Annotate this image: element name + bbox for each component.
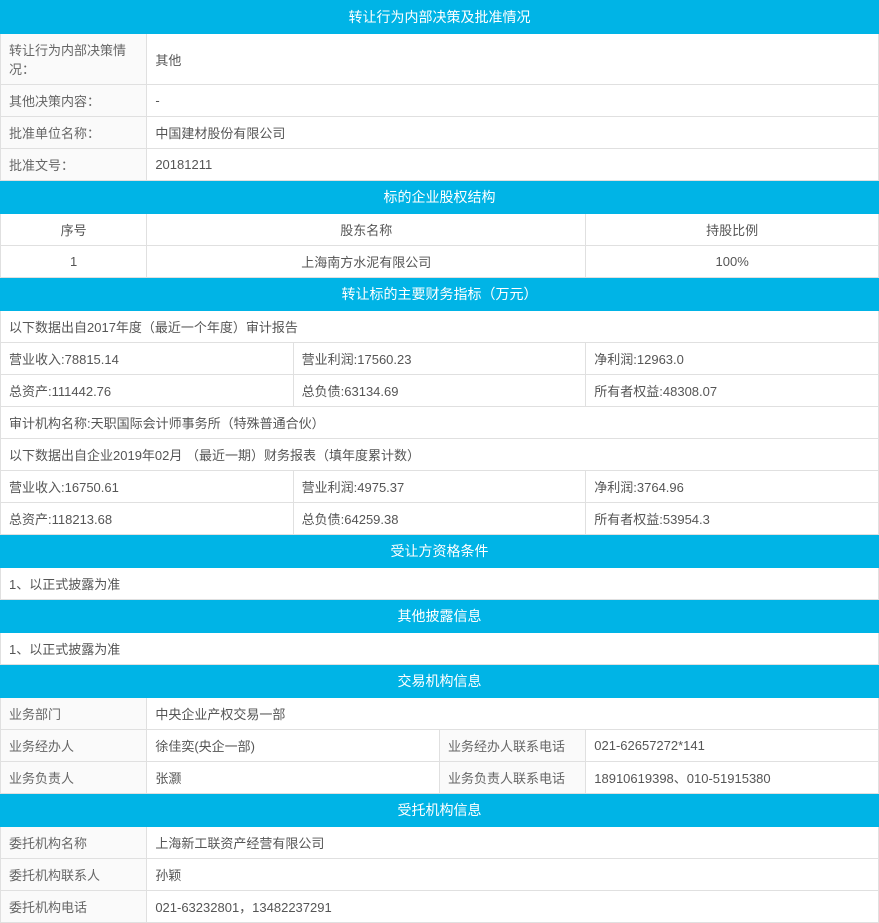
fin-equity-2017: 所有者权益:48308.07 [586, 375, 879, 407]
fin-note1-text: 以下数据出自2017年度（最近一个年度）审计报告 [1, 311, 879, 343]
value-other-content: - [147, 85, 879, 117]
fin-assets-2019: 总资产:118213.68 [1, 503, 294, 535]
section-header-trustee: 受托机构信息 [1, 794, 879, 827]
label-leader: 业务负责人 [1, 762, 147, 794]
value-decision: 其他 [147, 34, 879, 85]
fin-op-2019: 营业利润:4975.37 [293, 471, 586, 503]
section-title: 标的企业股权结构 [1, 181, 879, 214]
fin-rev-2017: 营业收入:78815.14 [1, 343, 294, 375]
section-title: 受托机构信息 [1, 794, 879, 827]
label-handler: 业务经办人 [1, 730, 147, 762]
trade-handler-row: 业务经办人 徐佳奕(央企一部) 业务经办人联系电话 021-62657272*1… [1, 730, 879, 762]
fin-row-2019-2: 总资产:118213.68 总负债:64259.38 所有者权益:53954.3 [1, 503, 879, 535]
value-leader-phone: 18910619398、010-51915380 [586, 762, 879, 794]
equity-row: 1 上海南方水泥有限公司 100% [1, 246, 879, 278]
value-trustee-org: 上海新工联资产经营有限公司 [147, 827, 879, 859]
fin-net-2019: 净利润:3764.96 [586, 471, 879, 503]
value-handler-phone: 021-62657272*141 [586, 730, 879, 762]
trade-dept-row: 业务部门 中央企业产权交易一部 [1, 698, 879, 730]
section-title: 转让标的主要财务指标（万元） [1, 278, 879, 311]
fin-net-2017: 净利润:12963.0 [586, 343, 879, 375]
label-other-content: 其他决策内容： [1, 85, 147, 117]
fin-rev-2019: 营业收入:16750.61 [1, 471, 294, 503]
value-dept: 中央企业产权交易一部 [147, 698, 879, 730]
transferee-note-text: 1、以正式披露为准 [1, 568, 879, 600]
section-header-trade-org: 交易机构信息 [1, 665, 879, 698]
value-trustee-contact: 孙颖 [147, 859, 879, 891]
transferee-note: 1、以正式披露为准 [1, 568, 879, 600]
label-trustee-contact: 委托机构联系人 [1, 859, 147, 891]
section-header-equity: 标的企业股权结构 [1, 181, 879, 214]
fin-op-2017: 营业利润:17560.23 [293, 343, 586, 375]
col-name: 股东名称 [147, 214, 586, 246]
fin-liab-2017: 总负债:63134.69 [293, 375, 586, 407]
section-title: 转让行为内部决策及批准情况 [1, 1, 879, 34]
section-header-approval: 转让行为内部决策及批准情况 [1, 1, 879, 34]
fin-equity-2019: 所有者权益:53954.3 [586, 503, 879, 535]
section-title: 其他披露信息 [1, 600, 879, 633]
label-trustee-phone: 委托机构电话 [1, 891, 147, 923]
fin-row-2017-2: 总资产:111442.76 总负债:63134.69 所有者权益:48308.0… [1, 375, 879, 407]
trustee-contact-row: 委托机构联系人 孙颖 [1, 859, 879, 891]
other-note-text: 1、以正式披露为准 [1, 633, 879, 665]
label-dept: 业务部门 [1, 698, 147, 730]
label-approve-unit: 批准单位名称： [1, 117, 147, 149]
fin-assets-2017: 总资产:111442.76 [1, 375, 294, 407]
fin-note1: 以下数据出自2017年度（最近一个年度）审计报告 [1, 311, 879, 343]
row-other-content: 其他决策内容： - [1, 85, 879, 117]
value-approve-unit: 中国建材股份有限公司 [147, 117, 879, 149]
other-note: 1、以正式披露为准 [1, 633, 879, 665]
trade-leader-row: 业务负责人 张灏 业务负责人联系电话 18910619398、010-51915… [1, 762, 879, 794]
fin-note2: 以下数据出自企业2019年02月 （最近一期）财务报表（填年度累计数） [1, 439, 879, 471]
section-title: 受让方资格条件 [1, 535, 879, 568]
fin-row-2019-1: 营业收入:16750.61 营业利润:4975.37 净利润:3764.96 [1, 471, 879, 503]
label-approve-doc: 批准文号： [1, 149, 147, 181]
col-seq: 序号 [1, 214, 147, 246]
section-header-other: 其他披露信息 [1, 600, 879, 633]
value-approve-doc: 20181211 [147, 149, 879, 181]
value-trustee-phone: 021-63232801，13482237291 [147, 891, 879, 923]
equity-seq: 1 [1, 246, 147, 278]
label-handler-phone: 业务经办人联系电话 [439, 730, 585, 762]
row-approve-unit: 批准单位名称： 中国建材股份有限公司 [1, 117, 879, 149]
fin-row-2017-1: 营业收入:78815.14 营业利润:17560.23 净利润:12963.0 [1, 343, 879, 375]
label-trustee-org: 委托机构名称 [1, 827, 147, 859]
disclosure-table: 转让行为内部决策及批准情况 转让行为内部决策情况： 其他 其他决策内容： - 批… [0, 0, 879, 923]
equity-ratio: 100% [586, 246, 879, 278]
label-leader-phone: 业务负责人联系电话 [439, 762, 585, 794]
fin-note2-text: 以下数据出自企业2019年02月 （最近一期）财务报表（填年度累计数） [1, 439, 879, 471]
section-header-financial: 转让标的主要财务指标（万元） [1, 278, 879, 311]
label-decision: 转让行为内部决策情况： [1, 34, 147, 85]
fin-liab-2019: 总负债:64259.38 [293, 503, 586, 535]
section-title: 交易机构信息 [1, 665, 879, 698]
fin-audit-firm-text: 审计机构名称:天职国际会计师事务所（特殊普通合伙） [1, 407, 879, 439]
col-ratio: 持股比例 [586, 214, 879, 246]
value-leader: 张灏 [147, 762, 440, 794]
section-header-transferee: 受让方资格条件 [1, 535, 879, 568]
row-approve-doc: 批准文号： 20181211 [1, 149, 879, 181]
equity-name: 上海南方水泥有限公司 [147, 246, 586, 278]
fin-audit-firm: 审计机构名称:天职国际会计师事务所（特殊普通合伙） [1, 407, 879, 439]
trustee-org-row: 委托机构名称 上海新工联资产经营有限公司 [1, 827, 879, 859]
trustee-phone-row: 委托机构电话 021-63232801，13482237291 [1, 891, 879, 923]
equity-header-row: 序号 股东名称 持股比例 [1, 214, 879, 246]
value-handler: 徐佳奕(央企一部) [147, 730, 440, 762]
row-decision: 转让行为内部决策情况： 其他 [1, 34, 879, 85]
